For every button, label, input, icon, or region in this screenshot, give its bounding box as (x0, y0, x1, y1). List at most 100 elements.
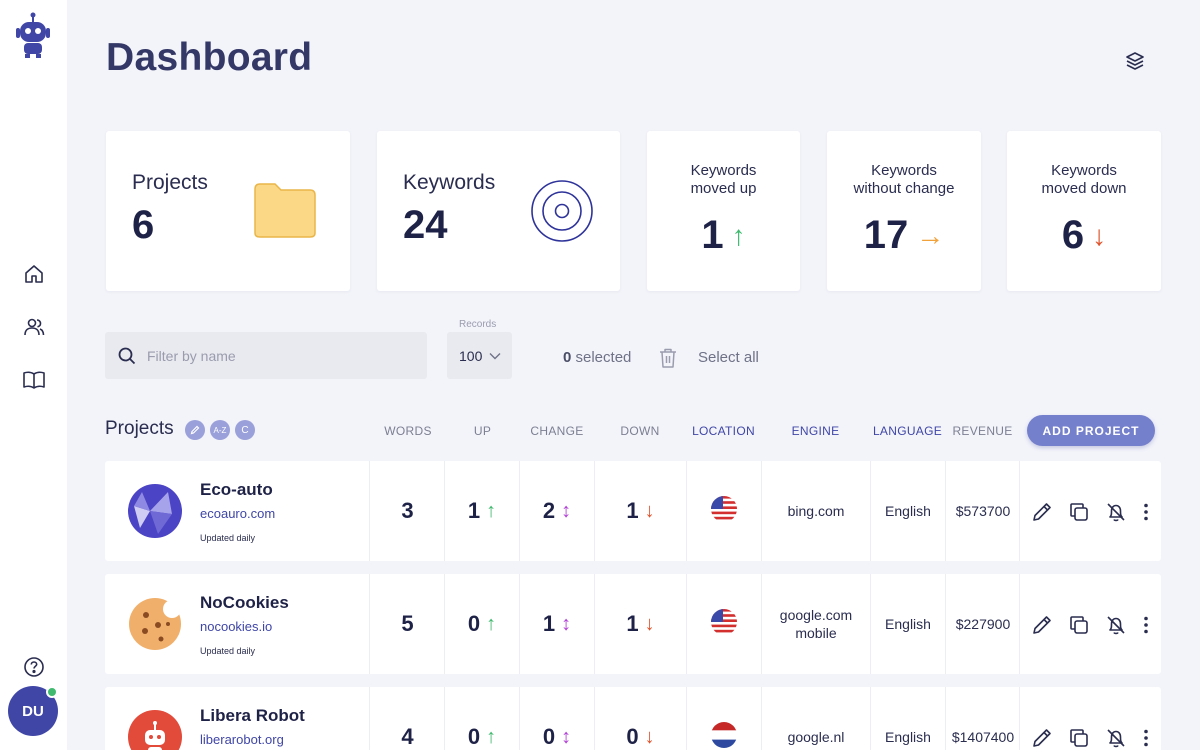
location-cell (686, 574, 761, 674)
copy-icon[interactable] (1068, 727, 1090, 749)
language-cell: English (870, 687, 945, 750)
records-label: Records (459, 319, 497, 330)
home-icon[interactable] (21, 261, 47, 287)
more-vertical-icon[interactable] (1140, 501, 1152, 523)
language-value: English (885, 503, 931, 519)
select-all-button[interactable]: Select all (698, 349, 759, 366)
search-input[interactable] (147, 347, 407, 364)
keywords-moved-down-card: Keywords moved down 6 ↓ (1007, 131, 1161, 291)
project-update-frequency: Updated daily (200, 646, 256, 656)
language-cell: English (870, 461, 945, 561)
moved-down-value-wrap: 6 ↓ (1007, 213, 1161, 258)
arrow-up-icon: ↑ (486, 725, 497, 748)
more-vertical-icon[interactable] (1140, 727, 1152, 749)
keywords-card: Keywords 24 (377, 131, 620, 291)
project-name[interactable]: Eco-auto (200, 480, 273, 499)
bell-off-icon[interactable] (1105, 727, 1127, 749)
project-logo (128, 710, 182, 750)
add-project-button[interactable]: ADD PROJECT (1027, 415, 1155, 446)
projects-card: Projects 6 (106, 131, 350, 291)
trash-icon[interactable] (658, 347, 678, 369)
more-vertical-icon[interactable] (1140, 614, 1152, 636)
engine-cell: bing.com (761, 461, 870, 561)
up-value: 0 (467, 724, 481, 749)
project-url[interactable]: liberarobot.org (200, 732, 284, 747)
arrow-down-icon: ↓ (644, 725, 655, 748)
words-value: 4 (401, 724, 414, 749)
no-change-value: 17 (863, 213, 909, 257)
moved-up-value: 1 (701, 213, 724, 257)
revenue-value: $573700 (955, 503, 1011, 519)
revenue-cell: $573700 (945, 461, 1020, 561)
pencil-icon (190, 425, 200, 435)
sort-c-chip[interactable]: C (235, 420, 255, 440)
col-language[interactable]: LANGUAGE (872, 424, 943, 438)
language-value: English (885, 616, 931, 632)
search-icon (118, 347, 136, 364)
table-row[interactable]: Eco-auto ecoauro.com Updated daily 3 1 ↑ … (105, 461, 1161, 561)
selected-number: 0 (563, 349, 572, 366)
change-value: 1 (542, 611, 556, 636)
edit-pencil-icon[interactable] (1031, 501, 1053, 523)
down-value: 1 (626, 498, 639, 523)
us-flag-icon (710, 495, 738, 528)
bell-off-icon[interactable] (1105, 614, 1127, 636)
col-down[interactable]: DOWN (620, 424, 660, 438)
edit-pencil-icon[interactable] (1031, 727, 1053, 749)
book-icon[interactable] (21, 367, 47, 393)
copy-icon[interactable] (1068, 501, 1090, 523)
project-update-frequency: Updated daily (200, 533, 256, 543)
words-cell: 4 (369, 687, 445, 750)
col-change[interactable]: CHANGE (530, 424, 584, 438)
up-value: 0 (467, 611, 481, 636)
arrow-down-icon: ↓ (644, 612, 655, 635)
arrow-updown-icon: ↕ (561, 725, 572, 748)
engine-cell: google.com mobile (761, 574, 870, 674)
col-location[interactable]: LOCATION (692, 424, 755, 438)
revenue-value: $227900 (955, 616, 1011, 632)
down-cell: 1 ↓ (594, 574, 686, 674)
engine-cell: google.nl (761, 687, 870, 750)
moved-down-label: Keywords moved down (1041, 162, 1127, 197)
change-cell: 0 ↕ (519, 687, 594, 750)
row-actions (1019, 574, 1161, 674)
col-words[interactable]: WORDS (384, 424, 432, 438)
bell-off-icon[interactable] (1105, 501, 1127, 523)
online-status-dot (46, 686, 58, 698)
projects-card-value: 6 (132, 203, 155, 247)
col-engine[interactable]: ENGINE (791, 424, 840, 438)
col-up[interactable]: UP (473, 424, 492, 438)
location-cell (686, 687, 761, 750)
col-revenue[interactable]: REVENUE (952, 424, 1013, 438)
project-url[interactable]: nocookies.io (200, 619, 273, 634)
robot-logo-icon[interactable] (15, 12, 51, 58)
table-row[interactable]: Libera Robot liberarobot.org 4 0 ↑ 0 ↕ 0 ↓ … (105, 687, 1161, 750)
down-cell: 0 ↓ (594, 687, 686, 750)
project-url[interactable]: ecoauro.com (200, 506, 276, 521)
words-value: 5 (401, 611, 414, 636)
arrow-down-icon: ↓ (644, 499, 655, 522)
down-value: 1 (626, 611, 639, 636)
words-cell: 3 (369, 461, 445, 561)
engine-value: google.com mobile (779, 607, 853, 641)
layers-icon[interactable] (1124, 50, 1146, 72)
project-logo (128, 597, 182, 651)
down-cell: 1 ↓ (594, 461, 686, 561)
project-name[interactable]: NoCookies (200, 593, 289, 612)
help-icon[interactable] (21, 654, 47, 680)
edit-pencil-icon[interactable] (1031, 614, 1053, 636)
copy-icon[interactable] (1068, 614, 1090, 636)
sort-az-chip[interactable]: A-Z (210, 420, 230, 440)
records-select[interactable]: 100 (447, 332, 512, 379)
users-icon[interactable] (21, 314, 47, 340)
project-name[interactable]: Libera Robot (200, 706, 305, 725)
search-box[interactable] (105, 332, 427, 379)
up-cell: 1 ↑ (444, 461, 519, 561)
location-cell (686, 461, 761, 561)
folder-icon (253, 181, 317, 244)
table-row[interactable]: NoCookies nocookies.io Updated daily 5 0… (105, 574, 1161, 674)
projects-section-title: Projects (105, 418, 174, 439)
up-cell: 0 ↑ (444, 574, 519, 674)
edit-sort-chip[interactable] (185, 420, 205, 440)
keywords-no-change-card: Keywords without change 17 → (827, 131, 981, 291)
